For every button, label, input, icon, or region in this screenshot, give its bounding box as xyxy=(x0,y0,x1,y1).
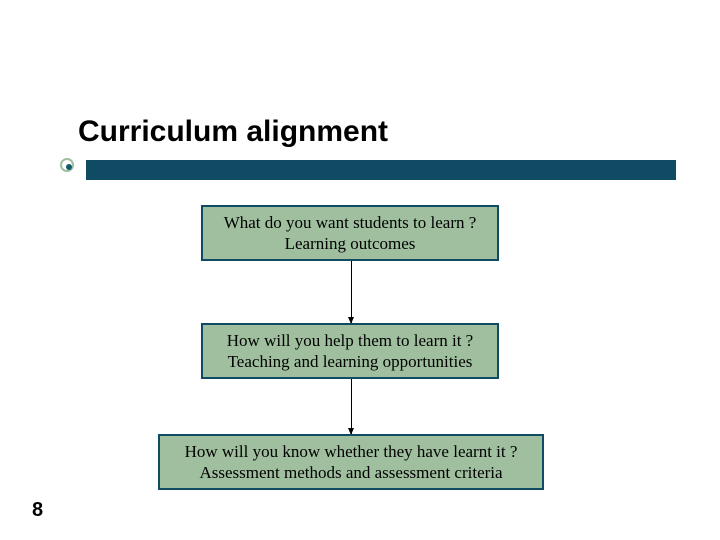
box-line: How will you know whether they have lear… xyxy=(185,441,518,462)
flow-box-1: What do you want students to learn ? Lea… xyxy=(201,205,499,261)
flow-arrow-2 xyxy=(351,379,352,434)
bullet-inner xyxy=(66,164,72,170)
slide-title: Curriculum alignment xyxy=(78,115,388,149)
title-underline xyxy=(86,160,676,180)
box-line: How will you help them to learn it ? xyxy=(227,330,473,351)
flow-box-3: How will you know whether they have lear… xyxy=(158,434,544,490)
page-number: 8 xyxy=(32,499,43,522)
slide: Curriculum alignment What do you want st… xyxy=(0,0,720,540)
flow-arrow-1 xyxy=(351,261,352,323)
box-line: What do you want students to learn ? xyxy=(224,212,477,233)
box-line: Learning outcomes xyxy=(285,233,416,254)
flow-box-2: How will you help them to learn it ? Tea… xyxy=(201,323,499,379)
box-line: Assessment methods and assessment criter… xyxy=(199,462,502,483)
box-line: Teaching and learning opportunities xyxy=(228,351,473,372)
